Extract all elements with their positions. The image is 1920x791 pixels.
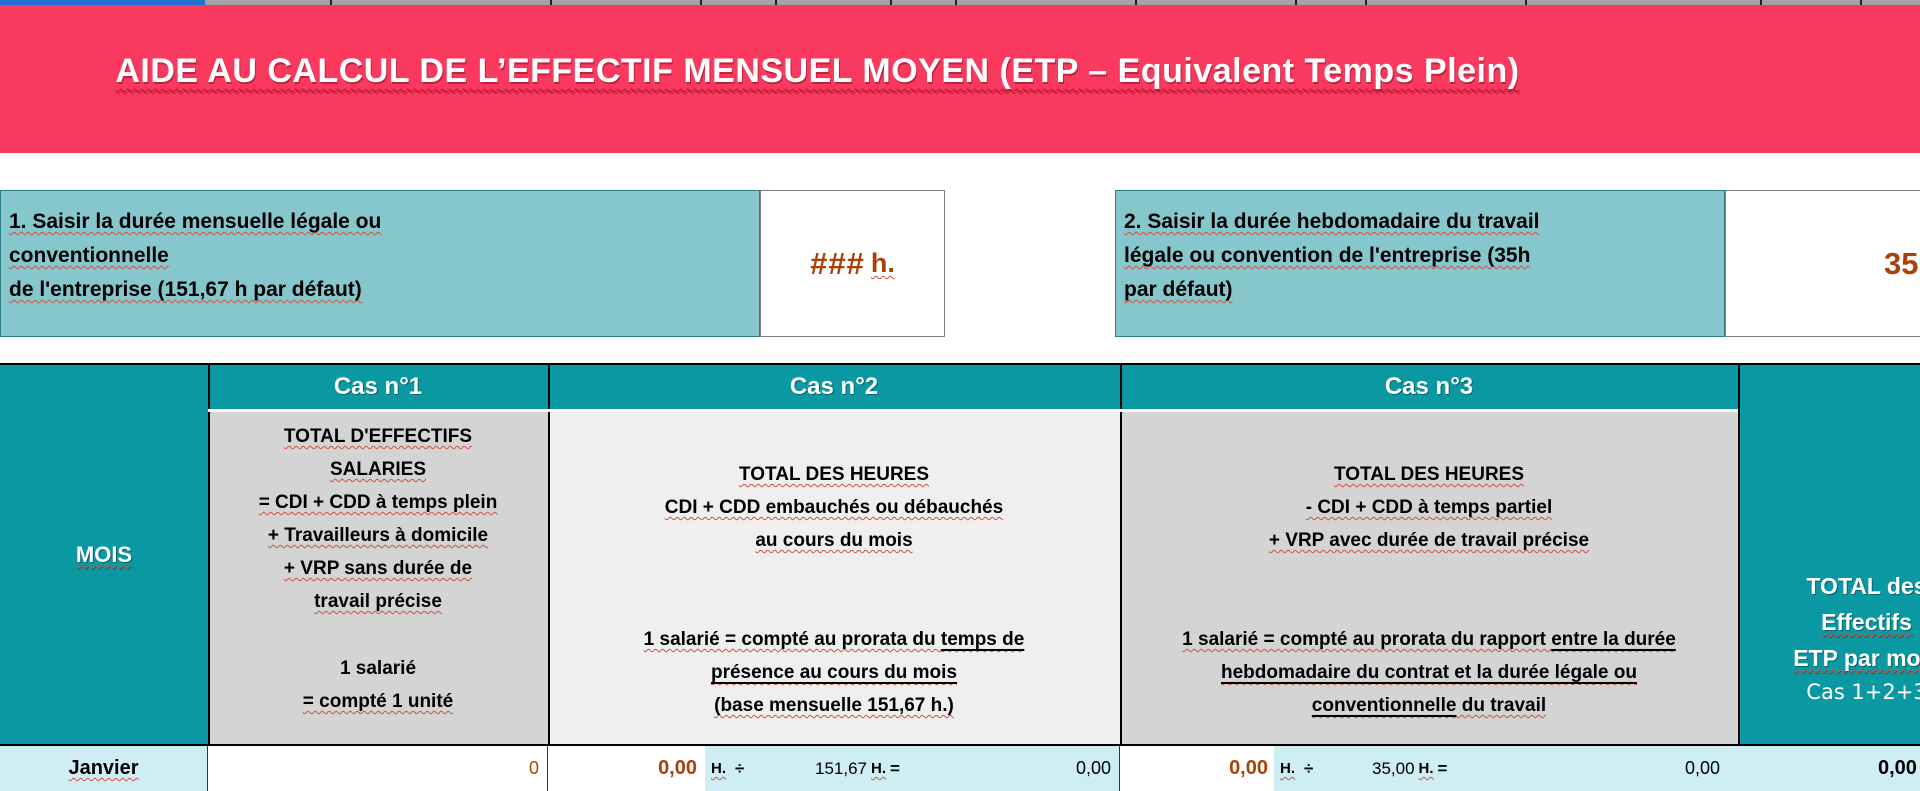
column-border — [208, 365, 210, 744]
page-title: AIDE AU CALCUL DE L’EFFECTIF MENSUEL MOY… — [115, 52, 1520, 90]
hours-unit-label: H. — [871, 760, 886, 777]
cas1-count-cell[interactable]: 0 — [208, 746, 548, 791]
instruction-box-2: 2. Saisir la durée hebdomadaire du trava… — [1115, 190, 1725, 337]
total-column-header: TOTAL des Effectifs ETP par mois Cas 1+2… — [1738, 365, 1920, 744]
header-cas-1: Cas n°1 — [333, 373, 423, 400]
month-column-header: MOIS — [0, 365, 208, 744]
cas2-result: 0,00 — [1075, 758, 1111, 778]
instruction-1-line: 1. Saisir la durée mensuelle légale ou — [9, 210, 382, 233]
cas3-hours-input-cell[interactable]: 0,00 — [1120, 746, 1274, 791]
total-header-line: Effectifs — [1821, 609, 1912, 635]
cas2-hours-input-cell[interactable]: 0,00 — [548, 746, 705, 791]
weekly-duration-input-cell[interactable]: 35 — [1725, 190, 1920, 337]
cas3-base-hours: 35,00 — [1372, 758, 1415, 778]
hours-unit-label: H. — [1418, 760, 1434, 777]
divide-operator: ÷ — [1304, 758, 1314, 778]
cas2-base-hours: 151,67 — [815, 758, 867, 778]
table-row-janvier: Janvier 0 0,00 H. ÷ 151,67 H. = 0,00 0,0… — [0, 746, 1920, 791]
selection-marker — [0, 0, 205, 5]
divide-operator: ÷ — [735, 758, 745, 778]
overflow-value: ### — [810, 245, 865, 281]
total-etp-cell: 0,00 — [1738, 746, 1920, 791]
cas3-result: 0,00 — [1684, 758, 1720, 778]
header-cas-2: Cas n°2 — [789, 373, 879, 400]
hours-unit-label: h. — [870, 248, 895, 278]
monthly-duration-input-cell[interactable]: ### h. — [760, 190, 945, 337]
month-cell: Janvier — [0, 746, 208, 791]
column-border — [548, 365, 550, 744]
total-header-subline: Cas 1+2+3 — [1806, 680, 1920, 704]
equals-operator: = — [890, 758, 900, 778]
instruction-2-line: légale ou convention de l'entreprise (35… — [1124, 244, 1531, 267]
table-header-band — [0, 365, 1920, 409]
instruction-2-line: par défaut) — [1124, 278, 1233, 301]
row-border — [0, 744, 1920, 746]
cas3-formula-cell: H. ÷ 35,00 H. = 0,00 — [1274, 746, 1738, 791]
header-separator — [208, 409, 1738, 412]
title-banner: AIDE AU CALCUL DE L’EFFECTIF MENSUEL MOY… — [0, 5, 1920, 153]
equals-operator: = — [1437, 758, 1448, 778]
instruction-box-1: 1. Saisir la durée mensuelle légale ou c… — [0, 190, 760, 337]
instruction-2-line: 2. Saisir la durée hebdomadaire du trava… — [1124, 210, 1540, 233]
instruction-1-line: conventionnelle — [9, 244, 169, 267]
cas1-description: TOTAL D'EFFECTIFS SALARIES = CDI + CDD à… — [208, 412, 548, 744]
header-cas-3: Cas n°3 — [1384, 373, 1474, 400]
hours-unit-label: H. — [1280, 760, 1295, 777]
total-header-line: TOTAL des — [1806, 573, 1920, 599]
total-header-line: ETP par mois — [1793, 645, 1920, 671]
cas2-formula-cell: H. ÷ 151,67 H. = 0,00 — [705, 746, 1120, 791]
cas2-description: TOTAL DES HEURES CDI + CDD embauchés ou … — [548, 412, 1120, 744]
column-border — [1120, 365, 1122, 744]
hours-unit-label: H. — [711, 760, 726, 777]
column-border — [1738, 365, 1740, 791]
instruction-1-line: de l'entreprise (151,67 h par défaut) — [9, 278, 362, 301]
cas3-description: TOTAL DES HEURES - CDI + CDD à temps par… — [1120, 412, 1738, 744]
top-gridline-strip — [0, 0, 1920, 5]
